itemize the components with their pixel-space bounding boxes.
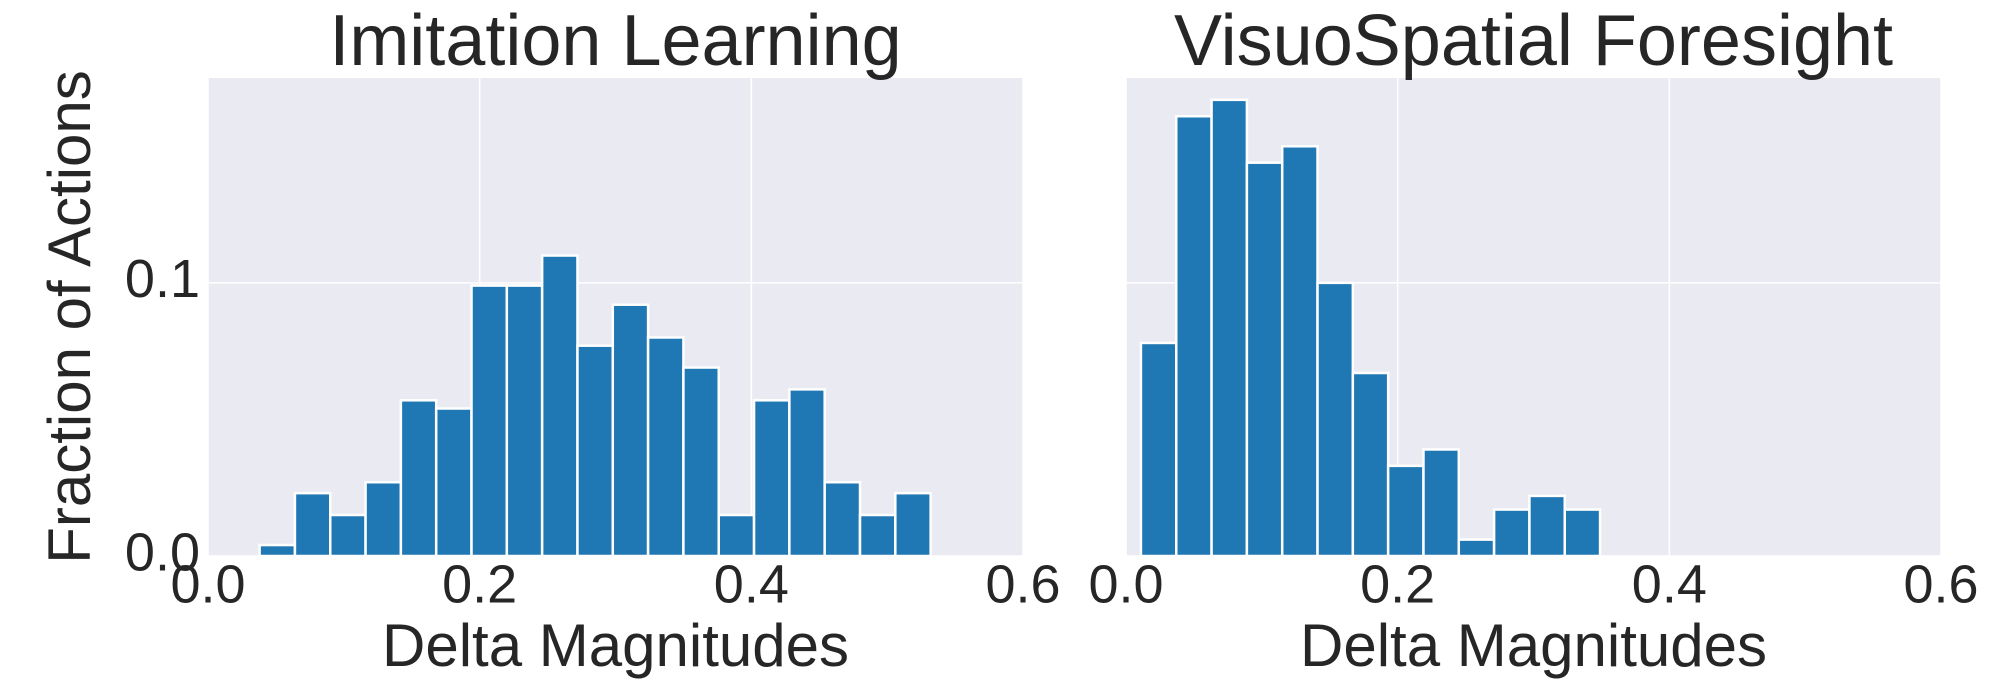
bar — [470, 284, 509, 558]
x-tick-label: 0.4 — [714, 554, 789, 614]
bar — [1528, 494, 1566, 558]
bar — [717, 513, 756, 558]
x-tick-label: 0.0 — [170, 554, 245, 614]
x-axis-label: Delta Magnitudes — [382, 612, 849, 679]
bar — [1280, 145, 1319, 558]
y-tick-label: 0.0 — [125, 522, 200, 582]
x-tick-label: 0.2 — [442, 554, 517, 614]
x-tick-label: 0.6 — [1903, 554, 1978, 614]
bar — [399, 399, 438, 558]
x-tick-label: 0.2 — [1360, 554, 1435, 614]
bar — [611, 303, 650, 558]
bar — [1175, 114, 1213, 558]
bar — [1457, 538, 1496, 558]
x-tick-label: 0.6 — [985, 554, 1060, 614]
bar — [682, 366, 720, 558]
bar — [788, 388, 826, 558]
chart-title: VisuoSpatial Foresight — [1174, 1, 1893, 81]
bar — [823, 481, 862, 558]
bar — [858, 513, 897, 558]
x-axis-label: Delta Magnitudes — [1300, 612, 1767, 679]
bar — [1386, 464, 1425, 558]
bar — [894, 491, 932, 558]
y-tick-label: 0.1 — [125, 249, 200, 309]
chart-title: Imitation Learning — [329, 1, 901, 81]
bar — [752, 399, 791, 558]
bar — [505, 284, 544, 558]
x-tick-label: 0.4 — [1632, 554, 1707, 614]
bar — [329, 513, 367, 558]
x-tick-label: 0.0 — [1088, 554, 1163, 614]
bar — [646, 336, 685, 558]
bar — [576, 344, 615, 558]
bar — [1139, 341, 1178, 558]
bar — [1422, 448, 1461, 558]
bar — [1316, 281, 1355, 558]
bar — [1210, 98, 1249, 558]
bar — [1245, 161, 1284, 558]
bar — [1492, 508, 1531, 558]
y-axis-label: Fraction of Actions — [36, 70, 103, 564]
bar — [1351, 371, 1390, 558]
bar — [1563, 508, 1602, 558]
bar — [434, 407, 473, 558]
bar — [364, 481, 403, 558]
bar — [258, 543, 297, 558]
bar — [540, 254, 579, 558]
bar — [293, 491, 332, 558]
